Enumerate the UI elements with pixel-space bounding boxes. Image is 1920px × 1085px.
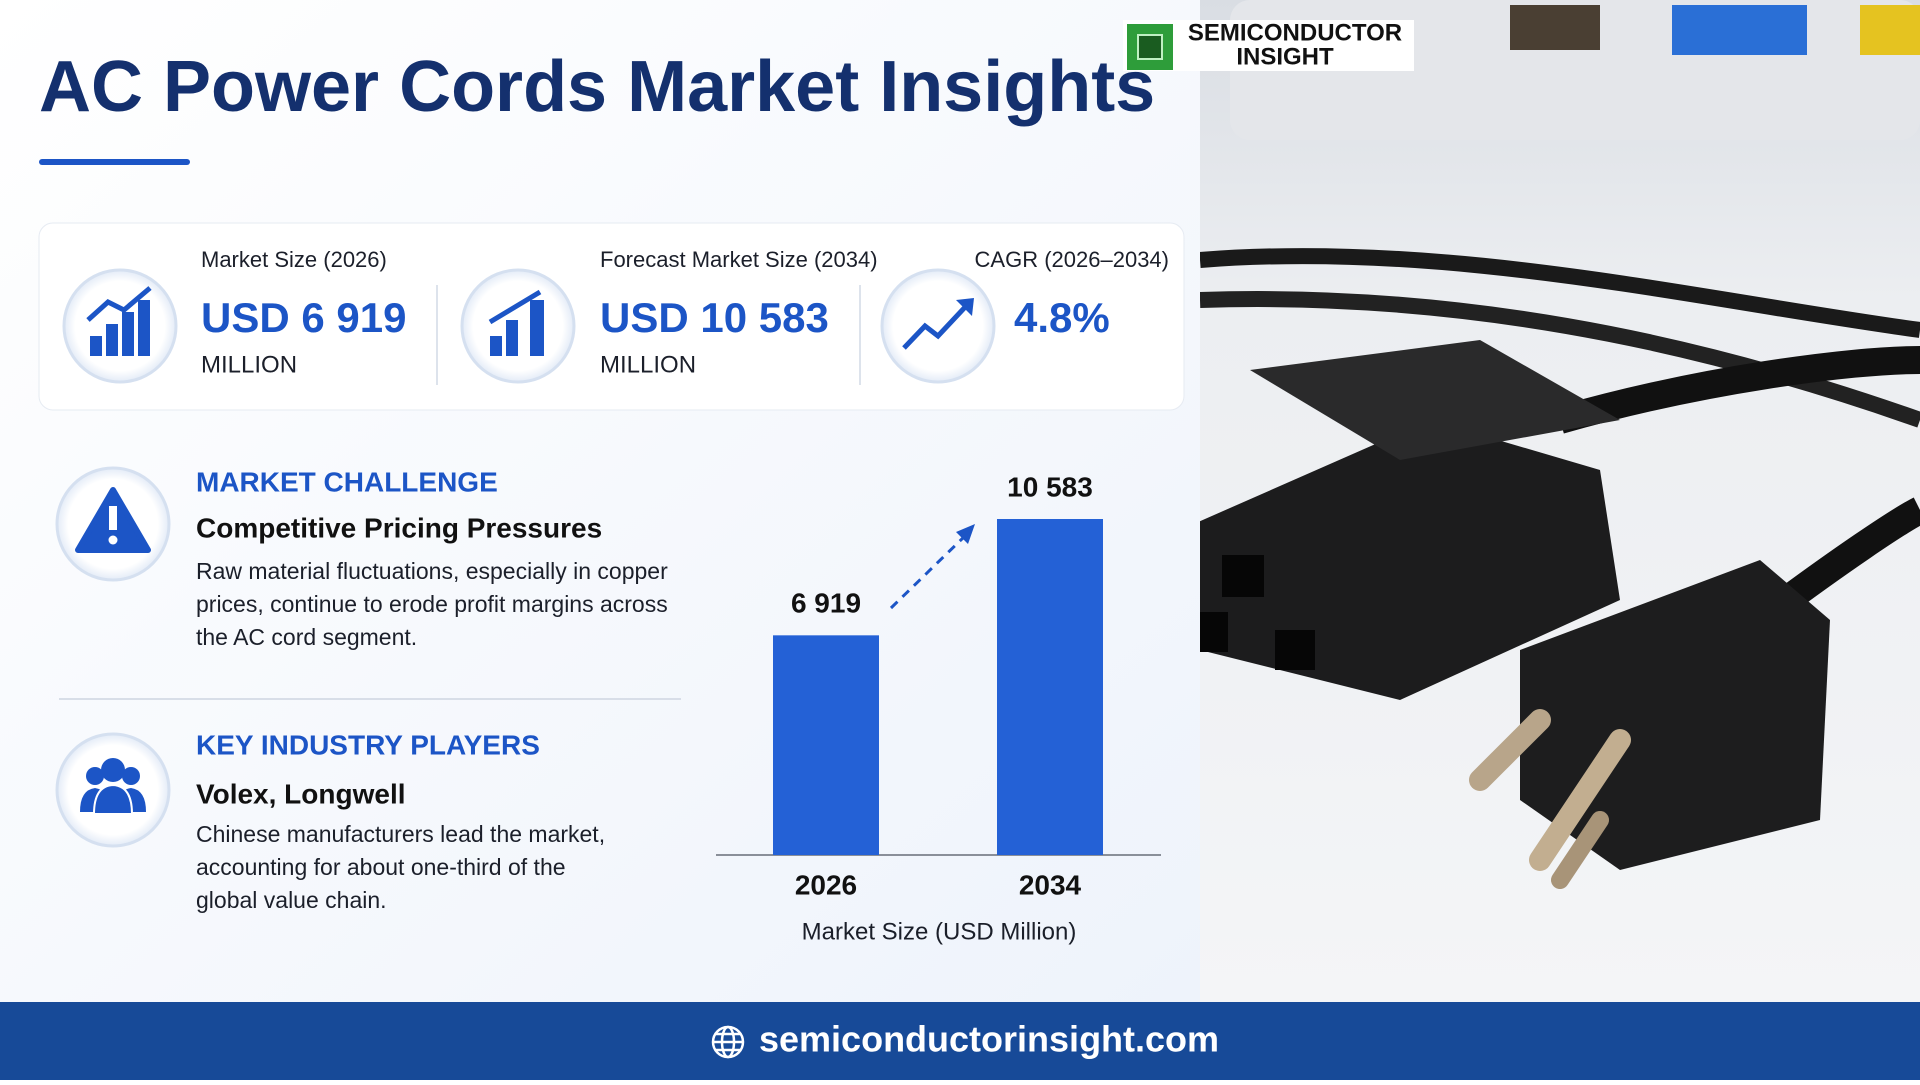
section-subtitle: Volex, Longwell bbox=[196, 778, 406, 809]
stat-label: CAGR (2026–2034) bbox=[975, 247, 1169, 272]
title-underline bbox=[39, 159, 190, 165]
section-subtitle: Competitive Pricing Pressures bbox=[196, 512, 602, 543]
logo: SEMICONDUCTOR INSIGHT bbox=[1123, 19, 1414, 71]
x-tick-label: 2026 bbox=[795, 869, 857, 900]
page-title: AC Power Cords Market Insights bbox=[39, 47, 1155, 127]
value-label: 6 919 bbox=[791, 588, 861, 619]
bar bbox=[773, 635, 879, 855]
logo-text: SEMICONDUCTOR bbox=[1188, 19, 1402, 46]
section-heading: KEY INDUSTRY PLAYERS bbox=[196, 729, 540, 760]
footer bbox=[0, 1002, 1920, 1080]
trend-arrow bbox=[889, 532, 969, 610]
stat-icon bbox=[880, 268, 996, 384]
globe-icon bbox=[711, 1025, 745, 1059]
footer-url[interactable]: semiconductorinsight.com bbox=[759, 1019, 1219, 1060]
stat-icon bbox=[62, 268, 178, 384]
stat-value: USD 10 583 bbox=[600, 294, 829, 341]
bar bbox=[997, 519, 1103, 855]
section-body: Raw material fluctuations, especially in… bbox=[196, 558, 668, 584]
stat-unit: MILLION bbox=[600, 351, 696, 378]
stat-icon bbox=[460, 268, 576, 384]
warning-icon bbox=[55, 466, 171, 582]
x-tick-label: 2034 bbox=[1019, 869, 1082, 900]
trend-arrow-head bbox=[956, 524, 975, 544]
section-body: the AC cord segment. bbox=[196, 624, 417, 650]
value-label: 10 583 bbox=[1007, 471, 1093, 502]
x-axis-label: Market Size (USD Million) bbox=[802, 918, 1077, 945]
stat-label: Market Size (2026) bbox=[201, 247, 387, 272]
section-body: accounting for about one-third of the bbox=[196, 854, 566, 880]
people-icon bbox=[55, 732, 171, 848]
photo bbox=[1180, 0, 1920, 889]
logo-text: INSIGHT bbox=[1236, 43, 1334, 70]
section-body: prices, continue to erode profit margins… bbox=[196, 591, 668, 617]
section-body: Chinese manufacturers lead the market, bbox=[196, 821, 605, 847]
stat-unit: MILLION bbox=[201, 351, 297, 378]
stat-value: 4.8% bbox=[1014, 294, 1110, 341]
stat-value: USD 6 919 bbox=[201, 294, 406, 341]
bar-chart: Market Size (USD Million) 6 919 2026 10 58… bbox=[716, 471, 1161, 945]
section-heading: MARKET CHALLENGE bbox=[196, 466, 498, 497]
section-body: global value chain. bbox=[196, 887, 387, 913]
stat-label: Forecast Market Size (2034) bbox=[600, 247, 878, 272]
